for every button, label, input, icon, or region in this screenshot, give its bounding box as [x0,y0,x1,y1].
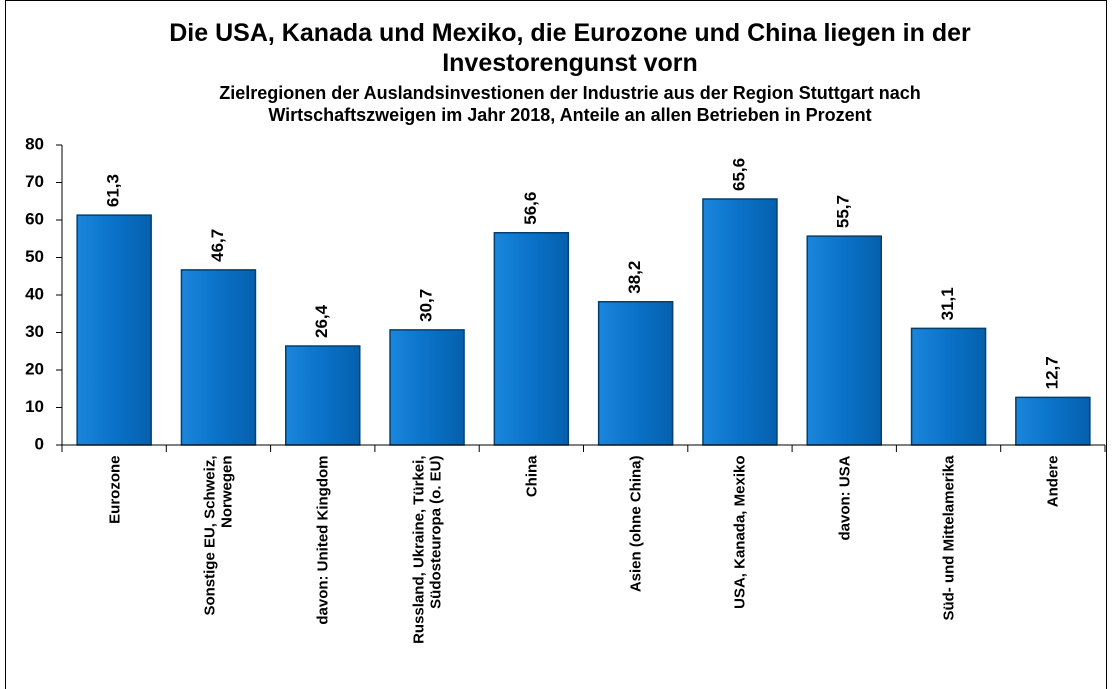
x-tick-label: China [522,455,540,497]
data-label: 56,6 [521,192,540,225]
x-tick-label: Asien (ohne China) [627,455,645,592]
x-tick-label: Eurozone [105,455,123,524]
chart-title: Die USA, Kanada und Mexiko, die Eurozone… [169,19,971,77]
y-tick-label: 70 [25,172,44,191]
bar [702,198,778,446]
y-tick-label: 50 [25,247,44,266]
bar [597,301,674,446]
y-tick-label: 60 [25,209,44,228]
bar [76,214,152,446]
data-label: 65,6 [729,158,748,191]
x-tick-label: Süd- und Mittelamerika [940,455,958,621]
x-tick-label: Russland, Ukraine, Türkei, Südosteuropa … [410,455,445,644]
data-label: 12,7 [1042,356,1061,389]
chart-subtitle: Zielregionen der Auslandsinvestionen der… [219,83,921,125]
data-label: 30,7 [417,289,436,322]
x-tick-label: Sonstige EU, Schweiz, Norwegen [201,455,236,616]
x-tick-label: USA, Kanada, Mexiko [731,455,749,609]
bar [493,232,570,446]
y-tick-label: 10 [25,397,44,416]
data-label: 46,7 [208,229,227,262]
data-label: 55,7 [834,195,853,228]
bar [910,327,987,446]
bar [180,269,257,446]
bar [389,329,465,446]
y-tick-label: 0 [35,434,44,453]
bar [806,235,882,446]
data-label: 26,4 [312,304,331,338]
frame [5,0,1107,689]
bar [285,345,361,446]
y-tick-label: 20 [25,359,44,378]
y-tick-label: 40 [25,284,44,303]
x-tick-label: davon: United Kingdom [314,455,332,625]
data-label: 38,2 [625,261,644,294]
bar [1015,396,1091,446]
y-tick-label: 80 [25,134,44,153]
x-tick-label: Andere [1044,455,1062,507]
data-label: 31,1 [938,287,957,320]
y-tick-label: 30 [25,322,44,341]
x-tick-label: davon: USA [835,455,853,541]
data-label: 61,3 [104,174,123,207]
